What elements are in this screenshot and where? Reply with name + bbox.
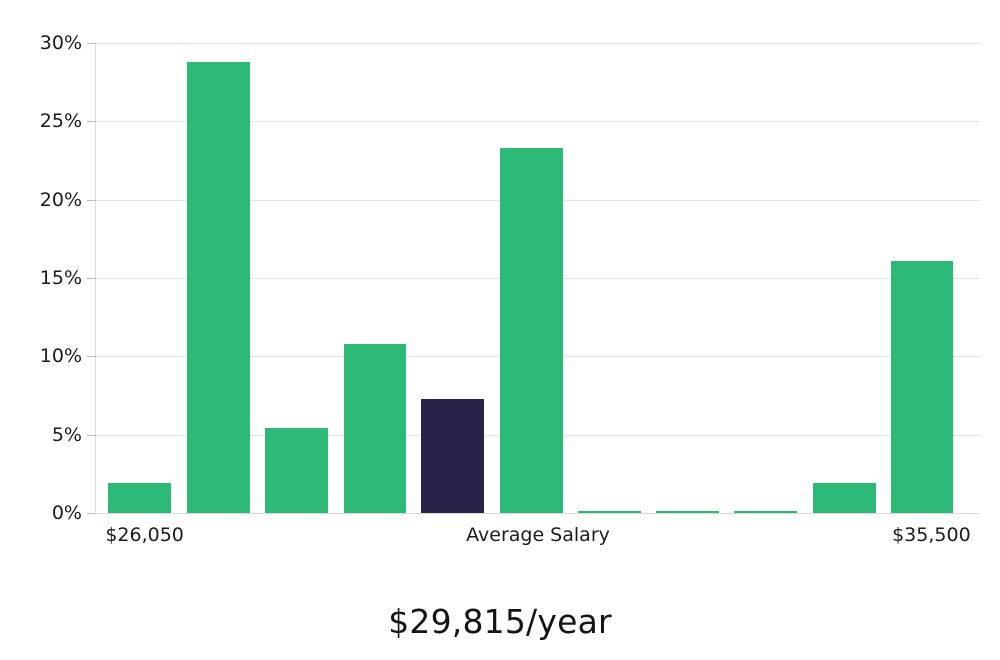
bar[interactable] [734,511,797,513]
y-axis-tick-mark [87,513,96,514]
y-axis-tick-label: 0% [51,502,82,524]
y-axis-tick-label: 25% [39,110,82,133]
y-axis-tick-label: 10% [39,345,82,368]
x-axis-tick-label: Average Salary [466,524,610,546]
bar[interactable] [108,483,172,513]
y-axis-tick-mark [87,434,96,436]
y-axis-tick-mark [87,199,96,201]
average-salary-caption: $29,815/year [388,602,612,641]
y-axis-tick-label: 30% [39,32,82,54]
bar-highlighted[interactable] [421,398,485,513]
bar[interactable] [187,61,250,513]
y-axis-tick-mark [87,121,96,123]
bar[interactable] [656,511,720,513]
y-axis-tick-mark [87,356,96,358]
gridline [96,121,980,123]
bar[interactable] [577,511,641,513]
plot-area: 0% 5% 10% 15% 20% 25% 30% [40,32,980,524]
gridline [96,513,980,514]
y-axis-tick-label: 5% [51,423,82,446]
y-axis-tick-mark [87,43,96,44]
bars-group [96,43,980,513]
x-axis-labels: $26,050 Average Salary $35,500 [96,524,980,558]
bar[interactable] [812,483,876,513]
x-axis-tick-label: $35,500 [892,524,971,546]
y-axis-tick-mark [87,278,96,279]
gridline [96,43,980,44]
bar[interactable] [499,147,563,513]
y-axis-tick-label: 15% [39,267,82,289]
x-axis-tick-label: $26,050 [105,524,184,546]
y-axis-tick-label: 20% [39,188,82,211]
bar[interactable] [264,428,328,513]
bar[interactable] [890,260,954,513]
bar[interactable] [343,343,407,513]
